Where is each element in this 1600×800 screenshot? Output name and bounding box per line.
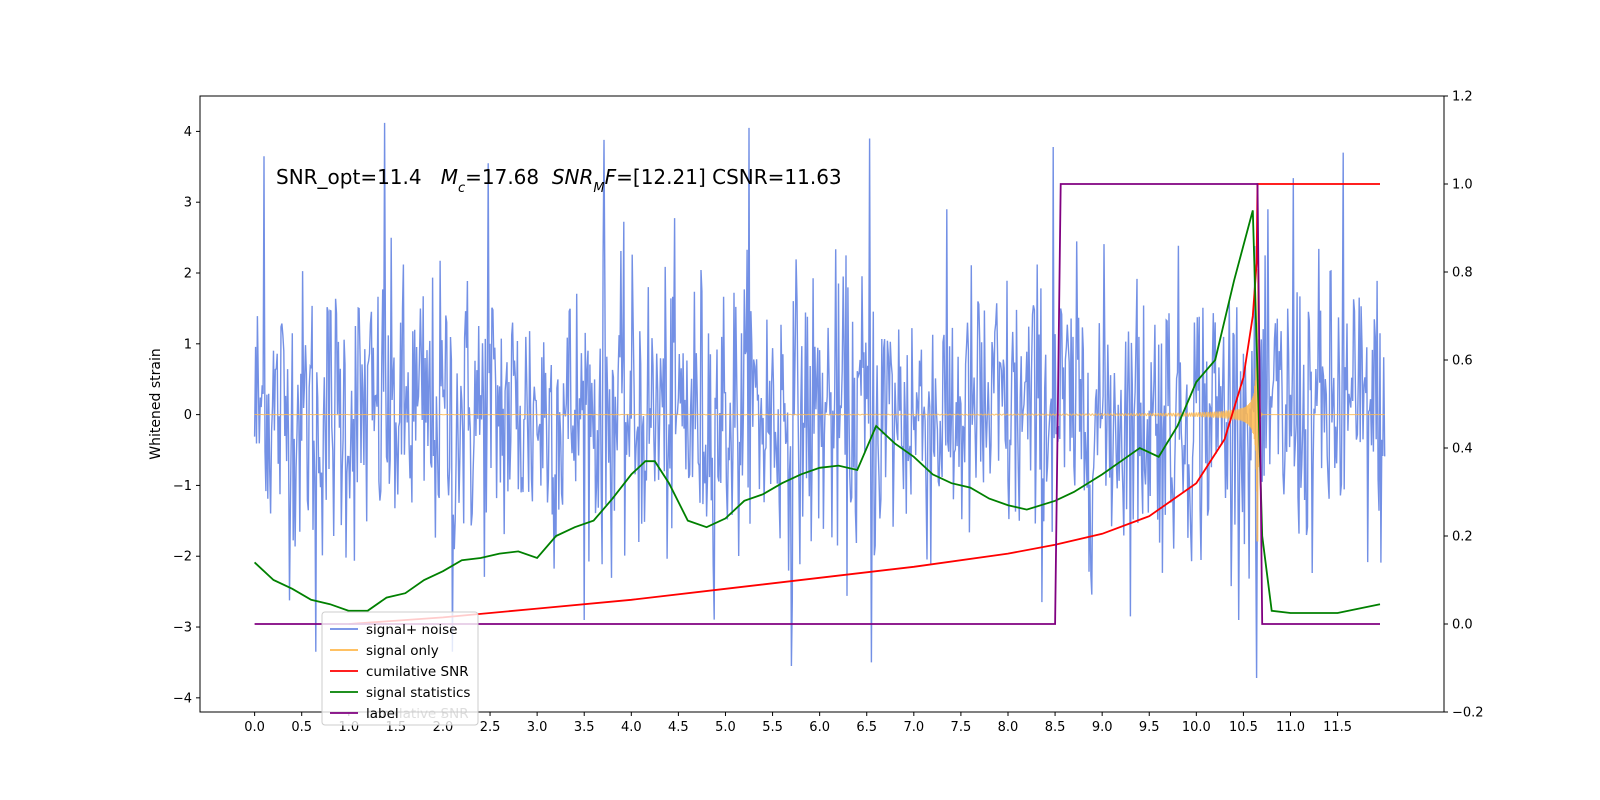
x-tick-label: 6.5 [856, 720, 877, 735]
y-tick-label-left: 3 [184, 196, 192, 211]
y-axis-left: −4 −3 −2 −1 0 1 2 3 4 [173, 125, 200, 706]
series-line-cumulative-snr [348, 183, 1380, 625]
y-tick-label-left: −1 [173, 479, 192, 494]
series-line-signal-statistics [253, 210, 1381, 614]
x-tick-label: 5.0 [715, 720, 736, 735]
x-tick-label: 6.0 [809, 720, 830, 735]
annotation-part: M [593, 181, 604, 196]
x-tick-label: 2.5 [480, 720, 501, 735]
annotation-part: c [458, 181, 465, 196]
legend-entry: signal+ noise [366, 622, 457, 638]
y-tick-label-left: −2 [173, 550, 192, 565]
y-tick-label-left: 4 [184, 125, 192, 140]
plot-frame [199, 95, 1445, 713]
legend-entry: signal only [366, 643, 439, 659]
x-tick-label: 10.0 [1182, 720, 1211, 735]
legend-box [321, 611, 479, 726]
annotation-part: M [441, 165, 458, 189]
y-tick-label-right: 0.2 [1452, 530, 1473, 545]
y-tick-label-left: 2 [184, 267, 192, 282]
annotation-part: F [605, 165, 617, 189]
legend: cumilative SNR signal+ noise signal only cu… [321, 611, 479, 726]
y-tick-label-right: 0.6 [1452, 354, 1473, 369]
y-tick-label-right: 0.8 [1452, 266, 1473, 281]
x-tick-label: 0.5 [291, 720, 312, 735]
series-line-signal-noise [253, 122, 1386, 679]
legend-ghost-text: cumilative SNR [366, 706, 469, 722]
legend-entry: label [366, 706, 399, 722]
y-tick-label-left: −3 [173, 621, 192, 636]
x-tick-label: 4.5 [668, 720, 689, 735]
legend-entry: cumilative SNR [366, 664, 469, 680]
y-tick-label-right: 0.0 [1452, 618, 1473, 633]
annotation-part: =[12.21] CSNR=11.63 [616, 165, 842, 189]
series-line-label [254, 183, 1380, 625]
y-tick-label-left: −4 [173, 691, 192, 706]
y-tick-label-right: −0.2 [1452, 706, 1484, 721]
y-tick-label-right: 1.2 [1452, 90, 1473, 105]
x-tick-label: 5.5 [762, 720, 783, 735]
ylabel-left-group: Whitened strain [148, 348, 164, 459]
x-tick-label: 11.5 [1323, 720, 1352, 735]
x-tick-label: 8.0 [998, 720, 1019, 735]
annotation-part: =17.68 [465, 165, 552, 189]
legend-entry: signal statistics [366, 685, 470, 701]
y-axis-label: Whitened strain [148, 348, 164, 459]
series-line-signal-only [254, 268, 1385, 542]
y-tick-label-right: 0.4 [1452, 442, 1473, 457]
y-tick-label-left: 0 [184, 408, 192, 423]
x-tick-label: 10.5 [1229, 720, 1258, 735]
annotation-part: SNR [552, 165, 594, 189]
x-tick-label: 4.0 [621, 720, 642, 735]
x-tick-label: 9.5 [1139, 720, 1160, 735]
annotation-part: SNR_opt=11.4 [276, 165, 441, 189]
x-tick-label: 7.5 [951, 720, 972, 735]
x-tick-label: 11.0 [1276, 720, 1305, 735]
plot-area [253, 122, 1386, 679]
chart-annotation: SNR_opt=11.4 Mc=17.68 SNRMF=[12.21] CSNR… [276, 165, 842, 196]
y-axis-right: −0.2 0.0 0.2 0.4 0.6 0.8 1.0 1.2 [1444, 90, 1484, 721]
y-tick-label-right: 1.0 [1452, 178, 1473, 193]
x-tick-label: 8.5 [1045, 720, 1066, 735]
x-tick-label: 3.5 [574, 720, 595, 735]
y-tick-label-left: 1 [184, 337, 192, 352]
x-tick-label: 7.0 [903, 720, 924, 735]
x-tick-label: 0.0 [244, 720, 265, 735]
x-tick-label: 3.0 [527, 720, 548, 735]
x-tick-label: 9.0 [1092, 720, 1113, 735]
